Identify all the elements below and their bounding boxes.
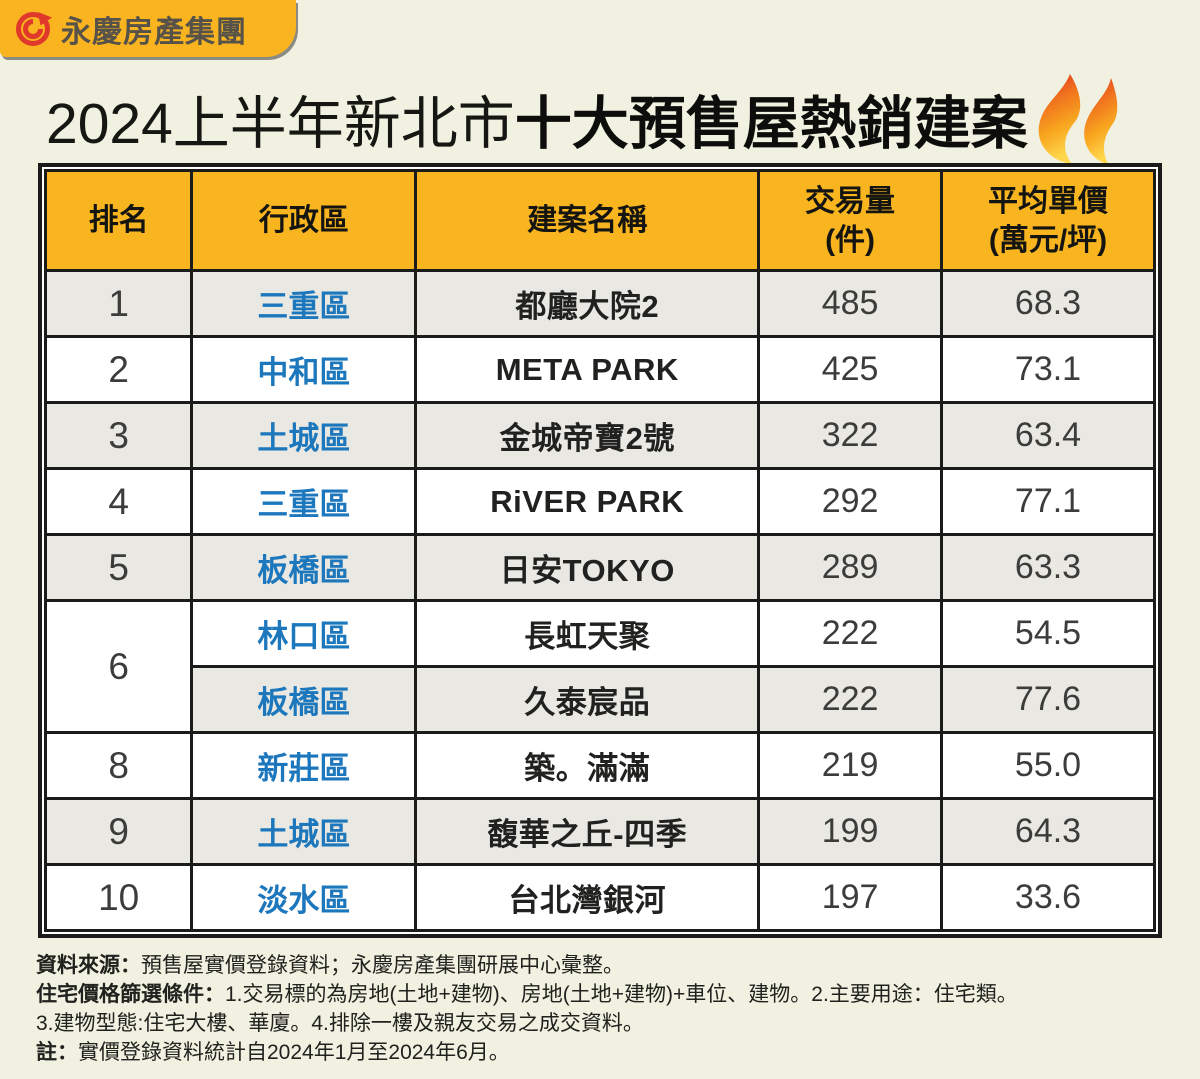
footer-line: 3.建物型態:住宅大樓、華廈。4.排除一樓及親友交易之成交資料。 xyxy=(36,1011,1186,1036)
column-header: 建案名稱 xyxy=(414,169,761,272)
column-header: 排名 xyxy=(43,169,194,272)
volume-cell: 219 xyxy=(757,731,944,800)
footer-notes: 資料來源：預售屋實價登錄資料；永慶房產集團研展中心彙整。 住宅價格篩選條件：1.… xyxy=(36,953,1186,1069)
brand-banner: 永慶房產集團 xyxy=(0,0,296,57)
volume-cell: 289 xyxy=(757,533,944,602)
table-row: 10 淡水區 台北灣銀河 197 33.6 xyxy=(43,863,1156,932)
project-cell: RiVER PARK xyxy=(414,467,761,536)
project-cell: 日安TOKYO xyxy=(414,533,761,602)
table-row: 2 中和區 META PARK 425 73.1 xyxy=(43,335,1156,404)
footer-line: 住宅價格篩選條件：1.交易標的為房地(土地+建物)、房地(土地+建物)+車位、建… xyxy=(36,982,1186,1007)
price-cell: 68.3 xyxy=(940,269,1156,338)
footer-text: 預售屋實價登錄資料；永慶房產集團研展中心彙整。 xyxy=(141,954,624,977)
table-row: 9 土城區 馥華之丘-四季 199 64.3 xyxy=(43,797,1156,866)
table-row: 板橋區 久泰宸品 222 77.6 xyxy=(46,665,1156,734)
title-regular: 2024上半年新北市 xyxy=(46,92,515,156)
volume-cell: 222 xyxy=(757,665,944,734)
price-cell: 33.6 xyxy=(940,863,1156,932)
rank-cell: 5 xyxy=(43,533,194,602)
volume-cell: 292 xyxy=(757,467,944,536)
district-cell: 三重區 xyxy=(190,269,418,338)
district-cell: 三重區 xyxy=(190,467,418,536)
project-cell: 長虹天聚 xyxy=(414,599,761,668)
footer-text: 3.建物型態:住宅大樓、華廈。4.排除一樓及親友交易之成交資料。 xyxy=(36,1012,644,1035)
footer-label: 住宅價格篩選條件： xyxy=(36,983,225,1006)
price-cell: 77.6 xyxy=(940,665,1156,734)
district-cell: 中和區 xyxy=(190,335,418,404)
table-row: 5 板橋區 日安TOKYO 289 63.3 xyxy=(43,533,1156,602)
district-cell: 板橋區 xyxy=(190,533,418,602)
table-row: 6 林口區 長虹天聚 222 54.5 xyxy=(43,599,1156,734)
table-row: 3 土城區 金城帝寶2號 322 63.4 xyxy=(43,401,1156,470)
project-cell: 久泰宸品 xyxy=(414,665,761,734)
district-cell: 新莊區 xyxy=(190,731,418,800)
district-cell: 板橋區 xyxy=(190,665,418,734)
project-cell: 金城帝寶2號 xyxy=(414,401,761,470)
project-cell: 築。滿滿 xyxy=(414,731,761,800)
volume-cell: 199 xyxy=(757,797,944,866)
rank-cell: 1 xyxy=(43,269,194,338)
project-cell: 馥華之丘-四季 xyxy=(414,797,761,866)
footer-line: 資料來源：預售屋實價登錄資料；永慶房產集團研展中心彙整。 xyxy=(36,953,1186,978)
rank-cell: 10 xyxy=(43,863,194,932)
volume-cell: 197 xyxy=(757,863,944,932)
table-row: 1 三重區 都廳大院2 485 68.3 xyxy=(43,269,1156,338)
footer-text: 1.交易標的為房地(土地+建物)、房地(土地+建物)+車位、建物。2.主要用途：… xyxy=(225,983,1018,1006)
title-bold: 十大預售屋熱銷建案 xyxy=(514,92,1028,156)
rank-cell: 2 xyxy=(43,335,194,404)
rank-cell: 9 xyxy=(43,797,194,866)
footer-line: 註：實價登錄資料統計自2024年1月至2024年6月。 xyxy=(36,1040,1186,1065)
table-row: 8 新莊區 築。滿滿 219 55.0 xyxy=(43,731,1156,800)
column-header: 交易量 (件) xyxy=(757,169,944,272)
price-cell: 73.1 xyxy=(940,335,1156,404)
column-header: 平均單價 (萬元/坪) xyxy=(940,169,1156,272)
district-cell: 淡水區 xyxy=(190,863,418,932)
footer-text: 實價登錄資料統計自2024年1月至2024年6月。 xyxy=(78,1041,510,1064)
rank-cell: 8 xyxy=(43,731,194,800)
flame-icon xyxy=(1034,72,1134,166)
volume-cell: 322 xyxy=(757,401,944,470)
ranking-table-frame: 排名 行政區 建案名稱 交易量 (件) 平均單價 (萬元/坪) 1 三重區 都廳大院2 485… xyxy=(38,163,1162,938)
rank-cell: 3 xyxy=(43,401,194,470)
price-cell: 54.5 xyxy=(940,599,1156,668)
project-cell: META PARK xyxy=(414,335,761,404)
district-cell: 土城區 xyxy=(190,797,418,866)
price-cell: 77.1 xyxy=(940,467,1156,536)
table-header-row: 排名 行政區 建案名稱 交易量 (件) 平均單價 (萬元/坪) xyxy=(43,169,1156,272)
volume-cell: 425 xyxy=(757,335,944,404)
footer-label: 資料來源： xyxy=(36,954,141,977)
price-cell: 64.3 xyxy=(940,797,1156,866)
price-cell: 63.4 xyxy=(940,401,1156,470)
volume-cell: 485 xyxy=(757,269,944,338)
table-row: 4 三重區 RiVER PARK 292 77.1 xyxy=(43,467,1156,536)
yungching-swirl-icon xyxy=(14,10,52,48)
column-header: 行政區 xyxy=(190,169,418,272)
ranking-table: 排名 行政區 建案名稱 交易量 (件) 平均單價 (萬元/坪) 1 三重區 都廳大院2 485… xyxy=(43,169,1156,932)
page-title: 2024上半年新北市 十大預售屋熱銷建案 xyxy=(46,66,1134,165)
rank-cell: 4 xyxy=(43,467,194,536)
brand-name: 永慶房產集團 xyxy=(61,15,247,49)
price-cell: 63.3 xyxy=(940,533,1156,602)
rank-cell: 6 xyxy=(43,599,194,734)
project-cell: 都廳大院2 xyxy=(414,269,761,338)
district-cell: 林口區 xyxy=(190,599,418,668)
project-cell: 台北灣銀河 xyxy=(414,863,761,932)
footer-label: 註： xyxy=(36,1041,78,1064)
volume-cell: 222 xyxy=(757,599,944,668)
price-cell: 55.0 xyxy=(940,731,1156,800)
district-cell: 土城區 xyxy=(190,401,418,470)
